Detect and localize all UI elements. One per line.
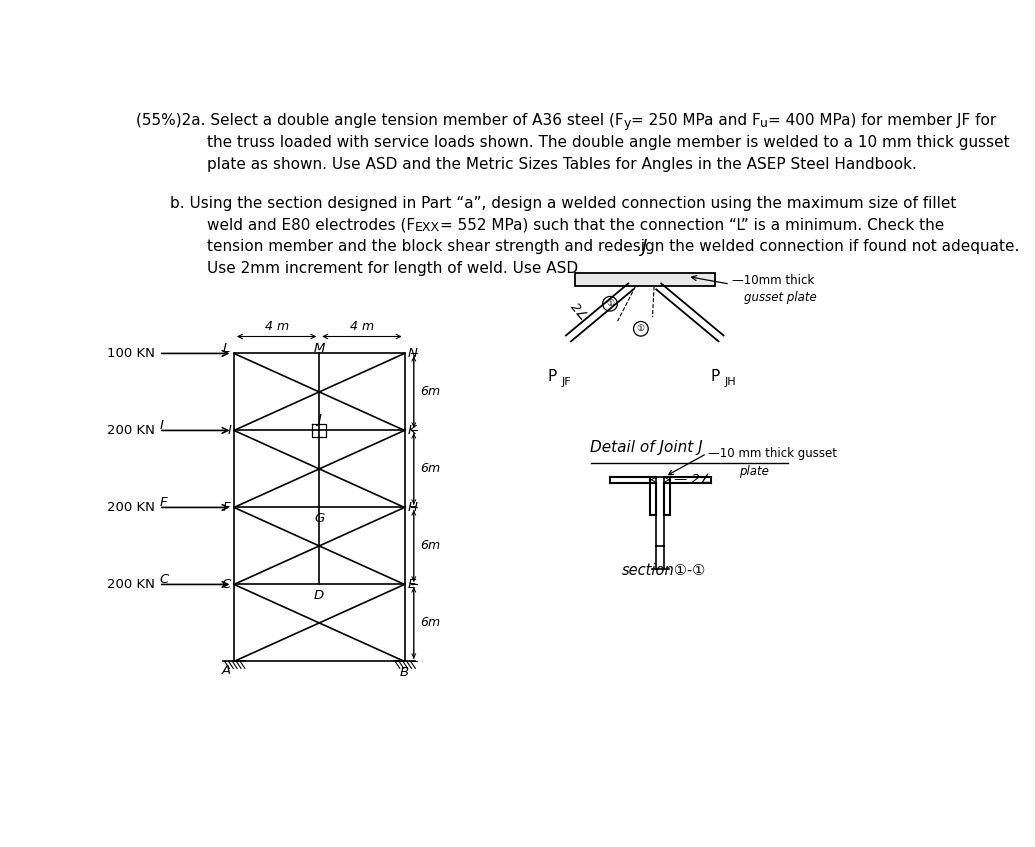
Text: = 250 MPa and F: = 250 MPa and F [630, 113, 761, 128]
Text: plate as shown. Use ASD and the Metric Sizes Tables for Angles in the ASEP Steel: plate as shown. Use ASD and the Metric S… [207, 157, 917, 172]
Text: 6m: 6m [420, 540, 440, 552]
Text: = 400 MPa) for member JF for: = 400 MPa) for member JF for [768, 113, 997, 128]
Text: JH: JH [724, 377, 736, 387]
Text: B: B [400, 666, 409, 678]
Bar [575, 273, 714, 286]
Text: A: A [221, 664, 231, 677]
Text: 200 KN: 200 KN [107, 501, 155, 514]
Text: ①: ① [637, 324, 645, 333]
Text: 6m: 6m [420, 385, 440, 398]
Text: F: F [223, 501, 230, 514]
Text: H: H [407, 501, 417, 514]
Text: 200 KN: 200 KN [107, 424, 155, 437]
Text: section①-①: section①-① [622, 563, 706, 578]
Text: C: C [159, 573, 169, 585]
Text: 2∠: 2∠ [567, 301, 590, 324]
Text: D: D [315, 589, 324, 601]
Text: gusset plate: gusset plate [744, 291, 817, 304]
Text: b. Using the section designed in Part “a”, design a welded connection using the : b. Using the section designed in Part “a… [170, 196, 956, 211]
Text: Use 2mm increment for length of weld. Use ASD: Use 2mm increment for length of weld. Us… [207, 262, 578, 276]
Text: C: C [221, 578, 231, 591]
Text: E: E [408, 578, 416, 591]
Text: 200 KN: 200 KN [107, 578, 155, 591]
Text: y: y [623, 117, 630, 130]
Text: —10 mm thick gusset: —10 mm thick gusset [708, 447, 837, 460]
Text: JF: JF [562, 377, 571, 387]
Text: J: J [642, 238, 647, 256]
Text: P: P [548, 369, 557, 384]
Text: 100 KN: 100 KN [107, 347, 155, 360]
Text: L: L [223, 342, 230, 355]
Text: N: N [408, 347, 417, 360]
Text: F: F [159, 495, 168, 508]
Text: (55%)2a. Select a double angle tension member of A36 steel (F: (55%)2a. Select a double angle tension m… [136, 113, 623, 128]
Text: 4 m: 4 m [350, 320, 374, 334]
Text: u: u [761, 117, 768, 130]
Text: 6m: 6m [420, 462, 440, 475]
Text: I: I [159, 418, 164, 431]
Text: M: M [314, 341, 325, 355]
Text: tension member and the block shear strength and redesign the welded connection i: tension member and the block shear stren… [207, 240, 1019, 254]
Text: plate: plate [739, 465, 769, 478]
Text: = 552 MPa) such that the connection “L” is a minimum. Check the: = 552 MPa) such that the connection “L” … [440, 218, 944, 233]
Text: P: P [711, 369, 720, 384]
Text: J: J [318, 413, 321, 426]
Text: I: I [228, 424, 231, 437]
Text: —10mm thick: —10mm thick [732, 274, 814, 287]
Text: 4 m: 4 m [265, 320, 289, 334]
Text: — 2∠: — 2∠ [674, 473, 712, 486]
Text: 6m: 6m [420, 617, 440, 629]
Text: weld and E80 electrodes (F: weld and E80 electrodes (F [207, 218, 415, 233]
Text: EXX: EXX [415, 220, 440, 234]
Text: ①: ① [605, 299, 614, 308]
Text: Detail of Joint J: Detail of Joint J [591, 440, 703, 455]
Text: the truss loaded with service loads shown. The double angle member is welded to : the truss loaded with service loads show… [207, 136, 1009, 150]
Text: G: G [315, 512, 324, 524]
Text: K: K [408, 424, 417, 437]
